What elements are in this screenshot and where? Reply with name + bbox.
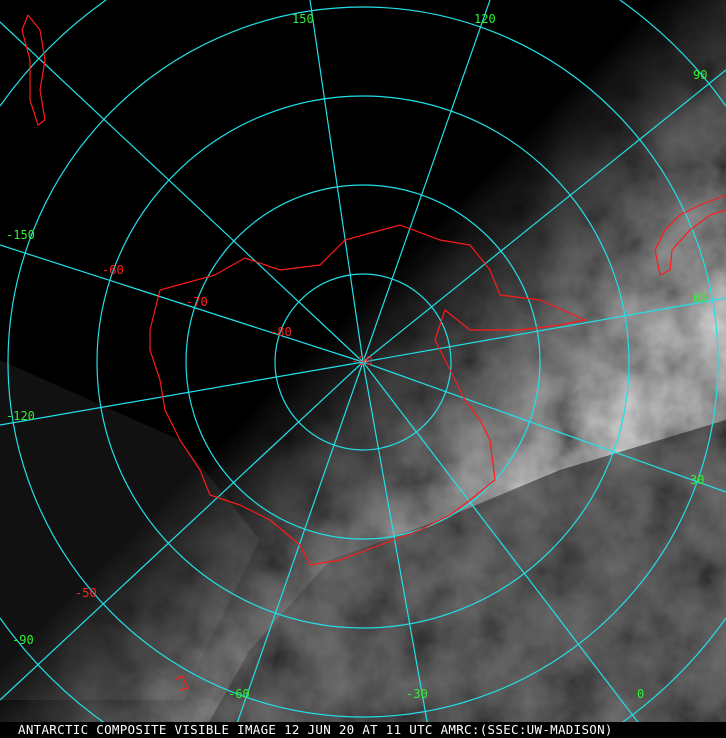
- antarctica-coastline: [149, 224, 587, 566]
- latitude-circle-arc: [619, 0, 726, 107]
- longitude-label: -150: [6, 228, 35, 242]
- longitude-label: 90: [693, 68, 708, 82]
- longitude-label: 120: [474, 12, 496, 26]
- south-america-coastline: [654, 194, 726, 276]
- longitude-label: 60: [693, 291, 708, 305]
- meridian-line: [0, 244, 364, 363]
- latitude-circle: [96, 95, 630, 629]
- latitude-circle-arc: [0, 0, 107, 107]
- latitude-label: -70: [186, 295, 208, 309]
- meridian-line: [362, 69, 726, 363]
- latitude-label: -50: [75, 586, 97, 600]
- longitude-label: 30: [690, 473, 705, 487]
- latitude-circle: [7, 6, 719, 718]
- coastline: [21, 14, 726, 691]
- longitude-label: 0: [637, 687, 645, 701]
- latitude-circle: [274, 273, 452, 451]
- latitude-circle: [185, 184, 541, 540]
- latitude-label: -90: [351, 354, 373, 368]
- meridian-line: [362, 297, 726, 363]
- meridian-line: [362, 361, 651, 738]
- latitude-label: -60: [102, 263, 124, 277]
- latitude-label: -80: [270, 325, 292, 339]
- meridian-line: [362, 0, 491, 363]
- meridian-line: [0, 361, 364, 426]
- longitude-label: -60: [228, 687, 250, 701]
- meridian-line: [309, 0, 364, 363]
- meridian-line: [362, 361, 726, 493]
- meridian-line: [0, 361, 364, 701]
- longitude-label: 150: [292, 12, 314, 26]
- island-coastline: [174, 675, 189, 691]
- image-caption: ANTARCTIC COMPOSITE VISIBLE IMAGE 12 JUN…: [0, 722, 726, 738]
- longitude-label: -120: [6, 409, 35, 423]
- meridian-line: [0, 21, 364, 363]
- meridian-line: [231, 361, 364, 738]
- longitude-label: -30: [406, 687, 428, 701]
- longitude-label: -90: [12, 633, 34, 647]
- meridian-line: [362, 361, 431, 738]
- new-zealand-coastline: [21, 14, 46, 126]
